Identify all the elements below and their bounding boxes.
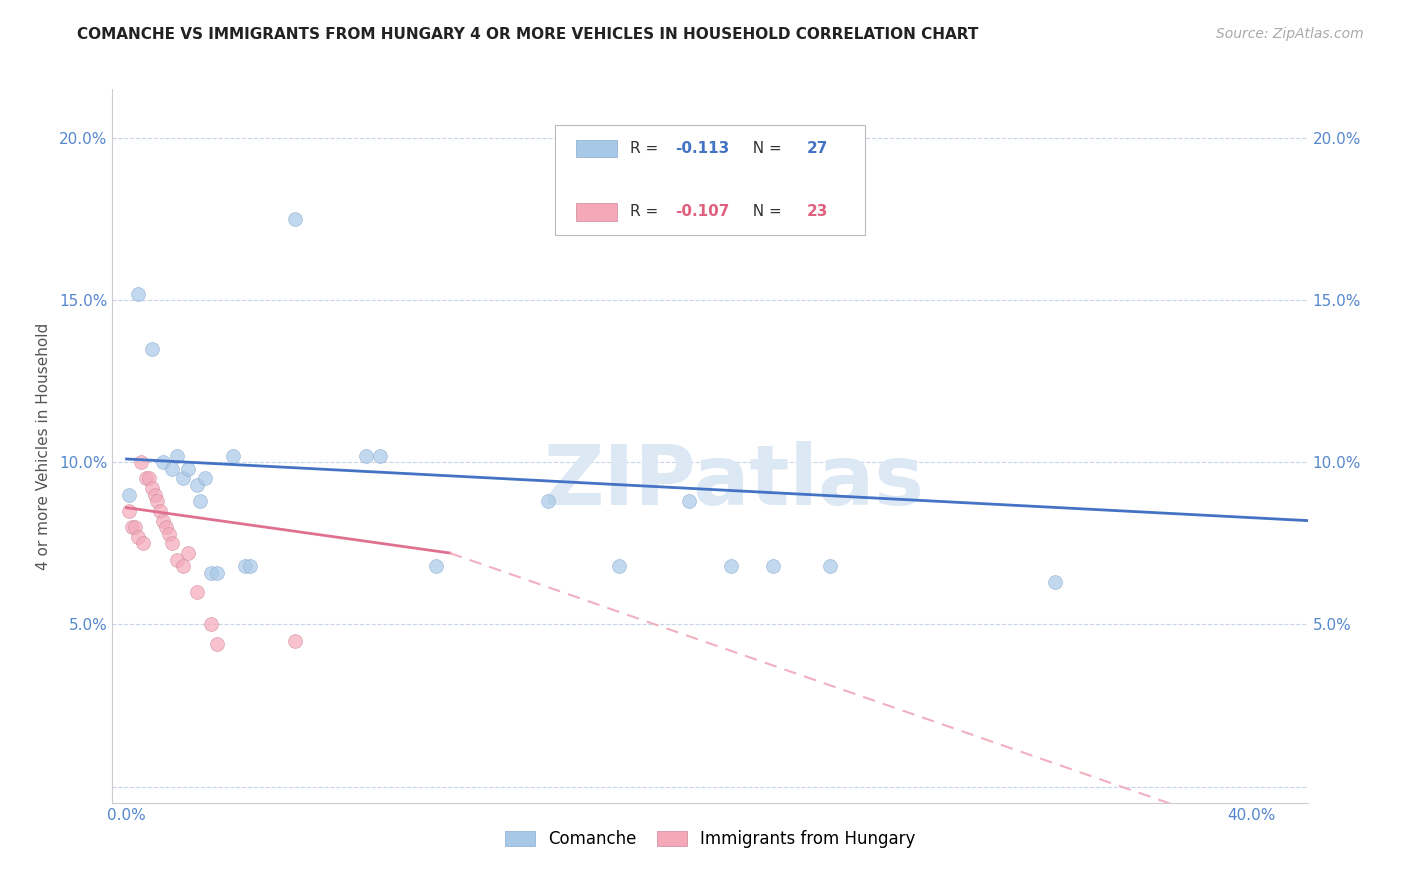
Point [818,559,841,574]
Point [160,461,183,475]
Point [607,559,630,574]
Point [720,559,742,574]
Point [177,461,200,475]
Point [141,481,163,495]
Point [118,504,141,518]
Point [127,530,149,544]
Text: Source: ZipAtlas.com: Source: ZipAtlas.com [1216,27,1364,41]
Text: N =: N = [744,141,787,156]
Point [149,504,172,518]
Point [200,617,222,632]
Point [177,546,200,560]
Text: R =: R = [630,141,664,156]
Text: N =: N = [744,204,787,219]
Point [127,286,149,301]
Text: COMANCHE VS IMMIGRANTS FROM HUNGARY 4 OR MORE VEHICLES IN HOUSEHOLD CORRELATION : COMANCHE VS IMMIGRANTS FROM HUNGARY 4 OR… [77,27,979,42]
Text: -0.113: -0.113 [675,141,730,156]
FancyBboxPatch shape [576,140,617,157]
Point [284,211,307,226]
Point [205,566,228,580]
Point [194,471,217,485]
Point [141,342,163,356]
Text: R =: R = [630,204,664,219]
Point [537,494,560,508]
Point [160,536,183,550]
Point [354,449,377,463]
Point [425,559,447,574]
Point [233,559,256,574]
Point [121,520,143,534]
Point [368,449,391,463]
Y-axis label: 4 or more Vehicles in Household: 4 or more Vehicles in Household [37,322,51,570]
Point [172,471,194,485]
Point [284,633,307,648]
Point [132,536,155,550]
Point [152,514,174,528]
Point [222,449,245,463]
Point [188,494,211,508]
Text: 23: 23 [807,204,828,219]
FancyBboxPatch shape [576,203,617,220]
Text: ZIPatlas: ZIPatlas [544,442,924,522]
Point [138,471,160,485]
Text: -0.107: -0.107 [675,204,730,219]
Point [124,520,146,534]
Legend: Comanche, Immigrants from Hungary: Comanche, Immigrants from Hungary [498,824,922,855]
Point [118,488,141,502]
Point [1043,575,1066,590]
Point [239,559,262,574]
Point [166,449,188,463]
Point [678,494,700,508]
Text: 27: 27 [807,141,828,156]
Point [135,471,157,485]
Point [166,552,188,566]
Point [157,526,180,541]
Point [172,559,194,574]
Point [129,455,152,469]
Point [186,478,208,492]
Point [155,520,177,534]
Point [762,559,785,574]
Point [186,585,208,599]
FancyBboxPatch shape [554,125,866,235]
Point [143,488,166,502]
Point [152,455,174,469]
Point [146,494,169,508]
Point [205,637,228,651]
Point [200,566,222,580]
